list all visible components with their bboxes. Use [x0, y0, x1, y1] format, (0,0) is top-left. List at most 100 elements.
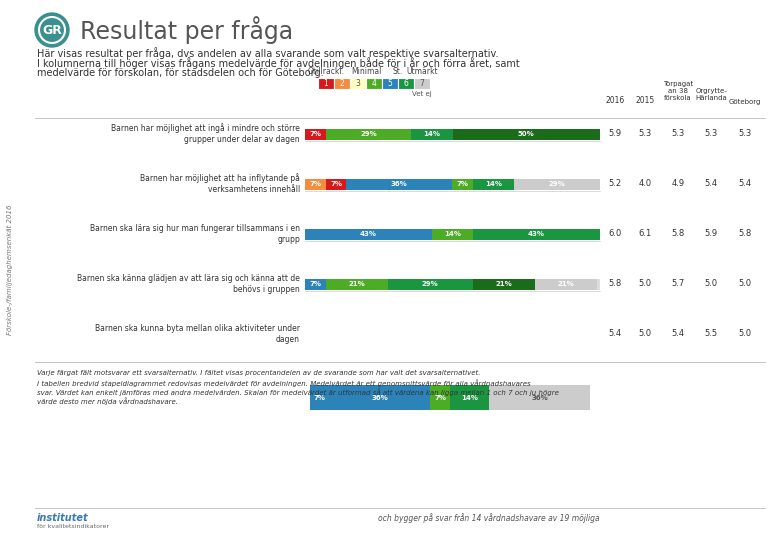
Text: 21%: 21% [558, 281, 574, 287]
Text: 7%: 7% [330, 181, 342, 187]
Text: 5.0: 5.0 [639, 329, 651, 339]
Text: 4.0: 4.0 [639, 179, 651, 188]
Bar [305, 179, 326, 190]
Bar [473, 179, 515, 190]
Text: Barnen ska lära sig hur man fungerar tillsammans i en
grupp: Barnen ska lära sig hur man fungerar til… [90, 224, 300, 244]
Text: värde desto mer nöjda vårdnadshavare.: värde desto mer nöjda vårdnadshavare. [37, 397, 178, 404]
Bar [388, 279, 473, 289]
Text: 2015: 2015 [636, 96, 654, 105]
Text: Barnen har möjlighet att ha inflytande på
verksamhetens innehåll: Barnen har möjlighet att ha inflytande p… [140, 173, 300, 194]
Text: och bygger på svar från 14 vårdnadshavare av 19 möjliga: och bygger på svar från 14 vårdnadshavar… [378, 513, 600, 523]
Text: 2016: 2016 [605, 96, 625, 105]
Bar [432, 228, 473, 240]
Text: 36%: 36% [391, 181, 408, 187]
Bar [334, 78, 349, 89]
Text: 14%: 14% [444, 231, 461, 237]
Bar [330, 385, 431, 410]
Text: 5.4: 5.4 [739, 179, 752, 188]
Text: 6.0: 6.0 [608, 230, 622, 239]
Text: Varje färgat fält motsvarar ett svarsalternativ. I fältet visas procentandelen a: Varje färgat fält motsvarar ett svarsalt… [37, 370, 480, 376]
Text: 5.0: 5.0 [739, 329, 752, 339]
Text: 29%: 29% [422, 281, 438, 287]
Text: 2: 2 [339, 79, 345, 88]
Text: Vet ej: Vet ej [412, 91, 432, 97]
Bar [318, 78, 334, 89]
Text: I tabellen bredvid stapeldiagrammet redovisas medelvärdet för avdelningen. Medel: I tabellen bredvid stapeldiagrammet redo… [37, 379, 530, 387]
Text: 5.3: 5.3 [739, 130, 752, 138]
Text: 5.4: 5.4 [704, 179, 718, 188]
Bar [326, 129, 411, 139]
Bar [305, 228, 600, 240]
Text: 6: 6 [403, 79, 409, 88]
Bar [431, 385, 450, 410]
Text: 36%: 36% [531, 395, 548, 401]
Bar [489, 385, 590, 410]
Text: 4: 4 [371, 79, 377, 88]
Text: 7%: 7% [434, 395, 446, 401]
Text: 5.3: 5.3 [704, 130, 718, 138]
Bar [450, 385, 489, 410]
Text: 5.0: 5.0 [739, 280, 752, 288]
Text: 5.9: 5.9 [608, 130, 622, 138]
Text: 43%: 43% [360, 231, 377, 237]
Text: Här visas resultat per fråga, dvs andelen av alla svarande som valt respektive s: Här visas resultat per fråga, dvs andele… [37, 47, 498, 59]
Text: Göteborg: Göteborg [729, 99, 761, 105]
Bar [398, 78, 413, 89]
Text: 5.3: 5.3 [672, 130, 685, 138]
Text: I kolumnerna till höger visas frågans medelvärde för avdelningen både för i år o: I kolumnerna till höger visas frågans me… [37, 57, 519, 69]
Text: 5.0: 5.0 [639, 280, 651, 288]
Text: Minimal: Minimal [351, 67, 381, 76]
Text: 50%: 50% [518, 131, 534, 137]
Bar [515, 179, 600, 190]
Text: Förskole-/familjedaghemsenkät 2016: Förskole-/familjedaghemsenkät 2016 [7, 205, 13, 335]
Circle shape [35, 13, 69, 47]
Text: 3: 3 [356, 79, 360, 88]
Text: 7%: 7% [310, 131, 321, 137]
Text: 43%: 43% [528, 231, 545, 237]
Bar [310, 385, 590, 410]
Bar [366, 78, 381, 89]
Bar [326, 179, 346, 190]
Text: 5.4: 5.4 [672, 329, 685, 339]
Text: 5: 5 [388, 79, 392, 88]
Bar [305, 129, 326, 139]
Bar [305, 279, 326, 289]
Text: 5.4: 5.4 [608, 329, 622, 339]
Text: 14%: 14% [485, 181, 502, 187]
Bar [350, 78, 366, 89]
Bar [473, 228, 600, 240]
Text: Orgrytte-
Härlanda: Orgrytte- Härlanda [695, 88, 727, 101]
Text: St.: St. [393, 67, 403, 76]
Text: 7%: 7% [310, 281, 321, 287]
Text: institutet: institutet [37, 513, 89, 523]
Bar [382, 78, 398, 89]
Text: 7%: 7% [310, 181, 321, 187]
Text: 7%: 7% [457, 181, 469, 187]
Text: 29%: 29% [360, 131, 377, 137]
Bar [305, 179, 600, 190]
Bar [411, 129, 452, 139]
Text: för kvalitetsindikatorer: för kvalitetsindikatorer [37, 524, 109, 530]
Text: 5.2: 5.2 [608, 179, 622, 188]
Text: 5.8: 5.8 [672, 230, 685, 239]
Text: 21%: 21% [496, 281, 512, 287]
Text: 1: 1 [324, 79, 328, 88]
Bar [452, 129, 600, 139]
Text: Barnen ska känna glädjen av att lära sig och känna att de
behövs i gruppen: Barnen ska känna glädjen av att lära sig… [77, 274, 300, 294]
Text: 5.9: 5.9 [704, 230, 718, 239]
Text: 7%: 7% [314, 395, 326, 401]
Bar [326, 279, 388, 289]
Text: Resultat per fråga: Resultat per fråga [80, 16, 293, 44]
Bar [305, 228, 432, 240]
Text: 5.3: 5.3 [638, 130, 651, 138]
Text: Torpagat
an 38
förskola: Torpagat an 38 förskola [663, 81, 693, 101]
Text: Barnen ska kunna byta mellan olika aktiviteter under
dagen: Barnen ska kunna byta mellan olika aktiv… [95, 324, 300, 344]
Text: 5.7: 5.7 [672, 280, 685, 288]
Text: Utmärkt: Utmärkt [406, 67, 438, 76]
Bar [452, 179, 473, 190]
Text: 5.8: 5.8 [608, 280, 622, 288]
Text: svar. Värdet kan enkelt jämföras med andra medelvärden. Skalan för medelvärdet ä: svar. Värdet kan enkelt jämföras med and… [37, 388, 559, 396]
Bar [346, 179, 452, 190]
Bar [310, 385, 330, 410]
Text: 5.5: 5.5 [704, 329, 718, 339]
